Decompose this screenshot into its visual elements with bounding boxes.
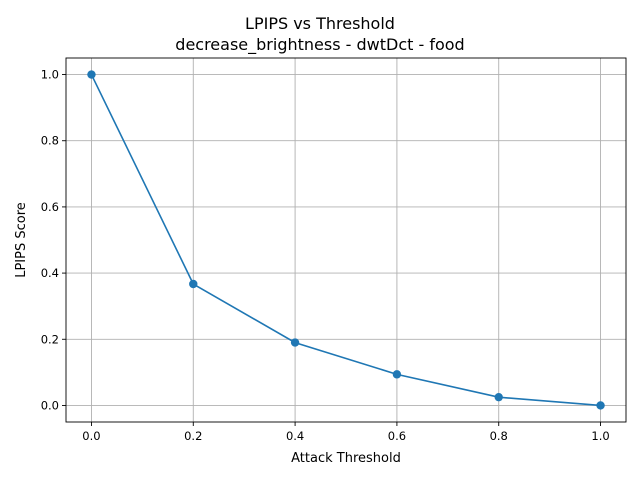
y-tick-label: 0.2 [41,332,59,346]
y-axis-label: LPIPS Score [14,202,29,278]
x-tick-label: 1.0 [591,429,609,443]
x-tick-label: 0.0 [82,429,100,443]
x-tick-label: 0.2 [184,429,202,443]
x-tick-label: 0.6 [388,429,406,443]
y-tick-label: 0.0 [41,398,59,412]
data-point [189,279,198,289]
x-axis-ticks: 0.0 0.2 0.4 0.6 0.8 1.0 [82,422,610,443]
chart-subtitle: decrease_brightness - dwtDct - food [175,35,464,55]
data-point [494,392,503,402]
y-tick-label: 0.6 [41,200,59,214]
y-axis-ticks: 0.0 0.2 0.4 0.6 0.8 1.0 [41,68,66,412]
series-layer [87,70,605,410]
y-tick-label: 0.4 [41,266,59,280]
data-point [596,401,605,410]
data-point [290,338,300,347]
x-axis-label: Attack Threshold [291,451,401,466]
x-tick-label: 0.4 [286,429,304,443]
data-point [392,370,402,379]
x-tick-label: 0.8 [490,429,508,443]
y-tick-label: 1.0 [41,68,59,82]
y-tick-label: 0.8 [41,134,59,148]
series-line [90,74,601,407]
chart-title: LPIPS vs Threshold [245,14,395,33]
plot-frame [65,57,627,423]
grid-lines [66,58,626,422]
data-point [87,70,96,79]
